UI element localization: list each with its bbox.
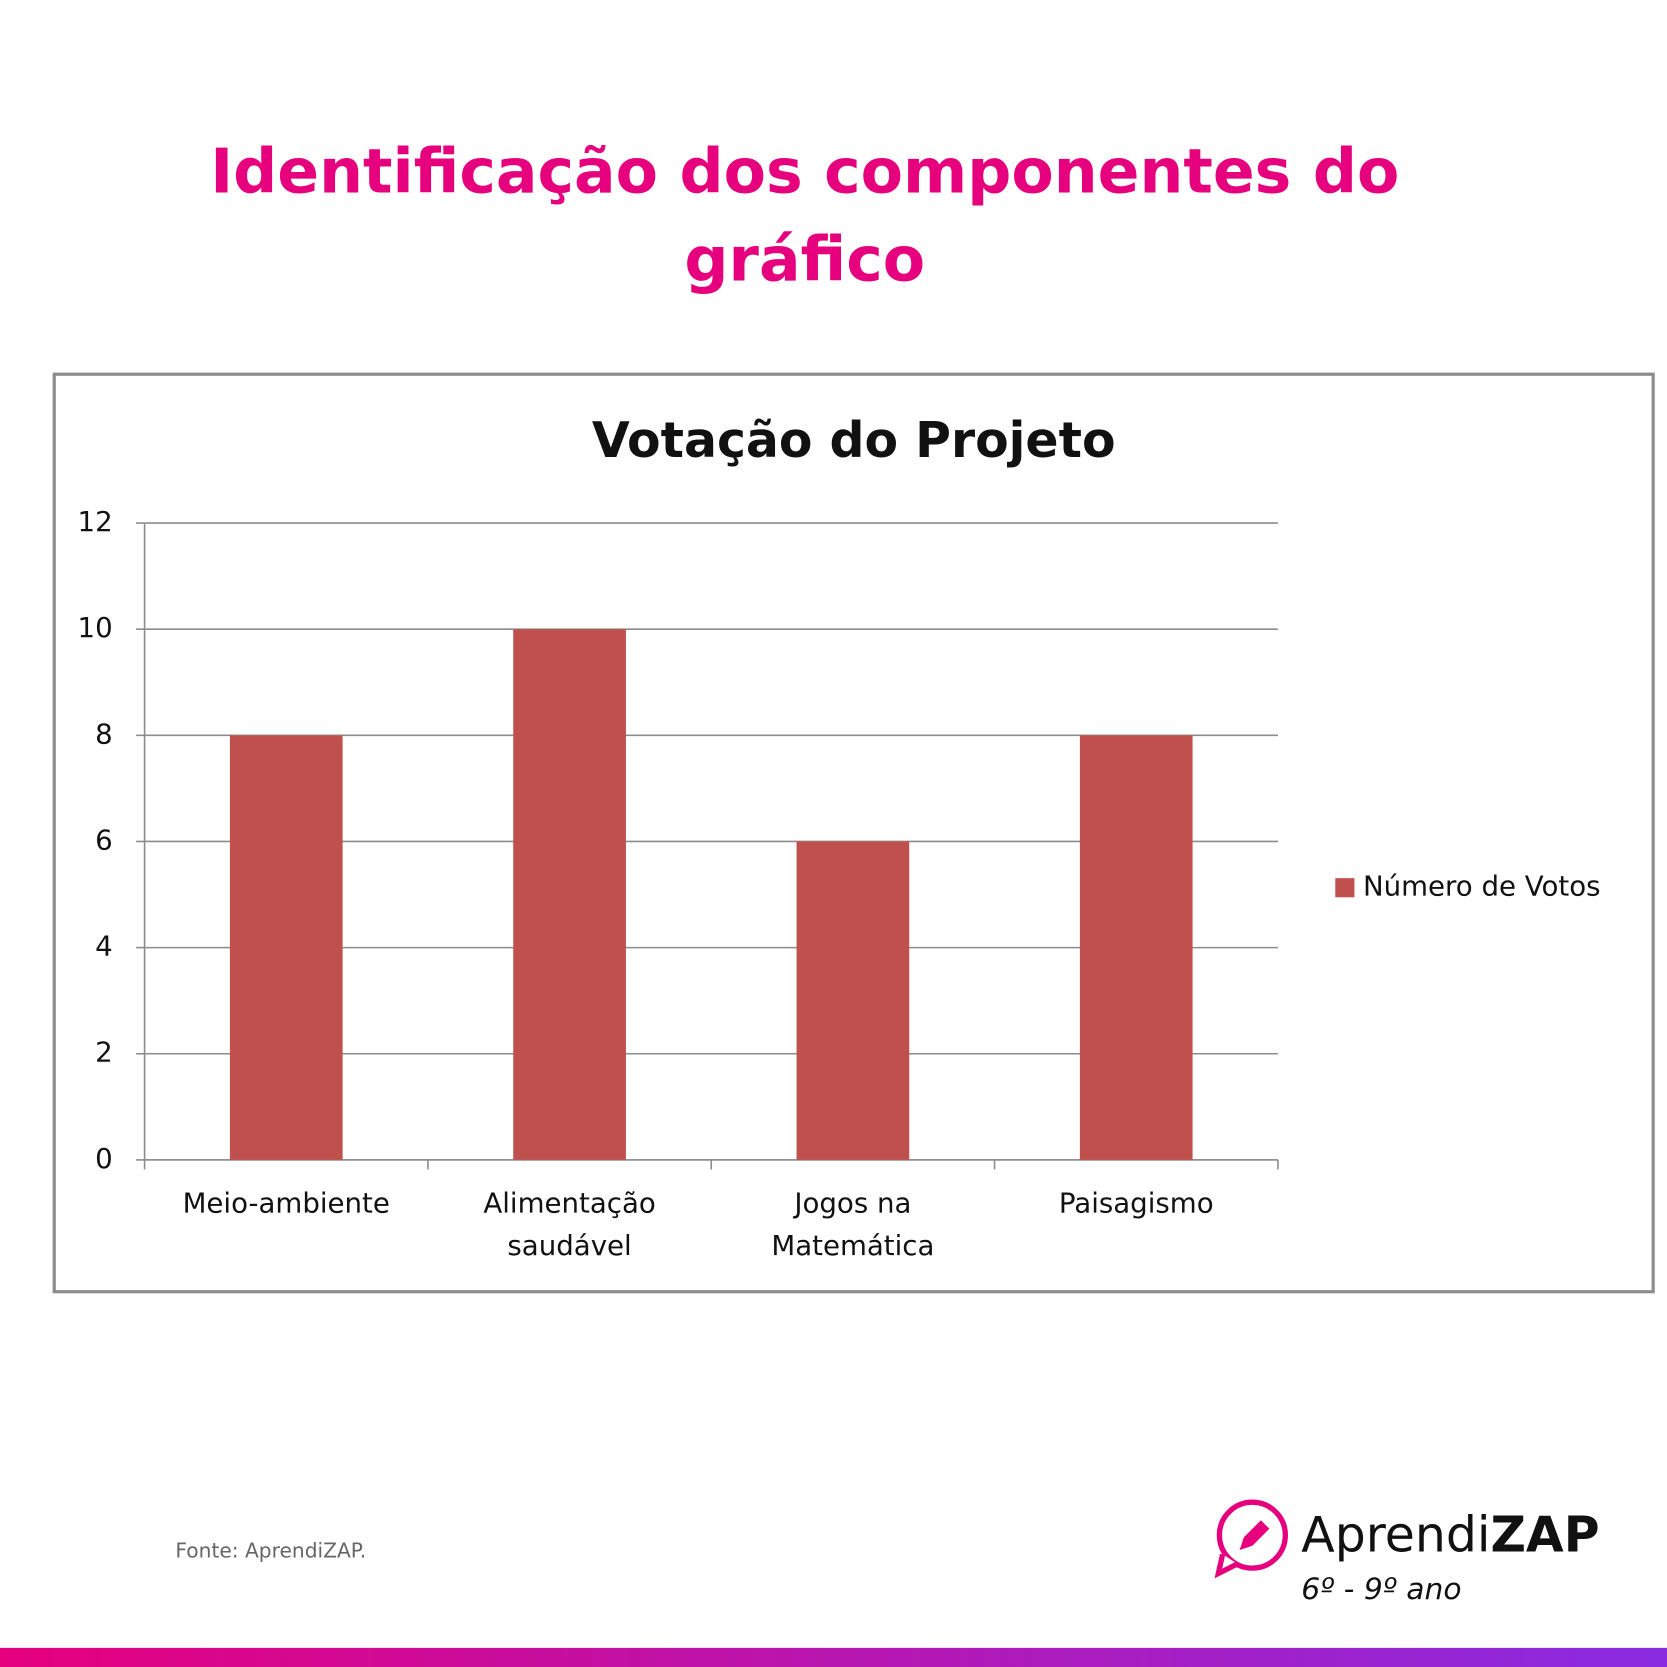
logo-bold: ZAP	[1490, 1506, 1599, 1563]
logo-icon-tail	[1214, 1553, 1239, 1579]
y-tick-label: 4	[95, 930, 113, 963]
y-tick-label: 8	[95, 717, 113, 750]
y-tick-label: 6	[95, 823, 113, 856]
logo-icon	[1216, 1499, 1288, 1571]
source: Fonte: AprendiZAP.	[175, 1539, 366, 1563]
legend-swatch	[1335, 878, 1355, 898]
logo: AprendiZAP 6º - 9º ano	[1214, 1499, 1600, 1607]
bottom-bar	[0, 1647, 1667, 1667]
bar	[513, 629, 626, 1160]
bar	[1079, 735, 1193, 1160]
logo-pencil	[1239, 1520, 1270, 1551]
bar	[796, 841, 910, 1160]
logo-text: AprendiZAP	[1301, 1506, 1599, 1563]
x-tick-label: Meio-ambiente	[183, 1187, 390, 1220]
x-tick-label: Alimentação saudável	[483, 1187, 655, 1263]
y-tick-label: 10	[78, 611, 113, 644]
y-tick-label: 2	[95, 1036, 113, 1069]
legend-label: Número de Votos	[1363, 870, 1601, 903]
bar	[229, 735, 343, 1160]
chart-title: Votação do Projeto	[592, 412, 1116, 469]
y-tick-label: 12	[78, 505, 113, 538]
y-tick-label: 0	[95, 1142, 113, 1175]
x-tick-label: Jogos na Matemática	[771, 1187, 934, 1263]
logo-light: Aprendi	[1301, 1506, 1490, 1563]
grade: 6º - 9º ano	[1301, 1572, 1461, 1607]
page-title: Identificação dos componentes do gráfico	[210, 135, 1399, 295]
x-tick-label: Paisagismo	[1059, 1187, 1214, 1220]
